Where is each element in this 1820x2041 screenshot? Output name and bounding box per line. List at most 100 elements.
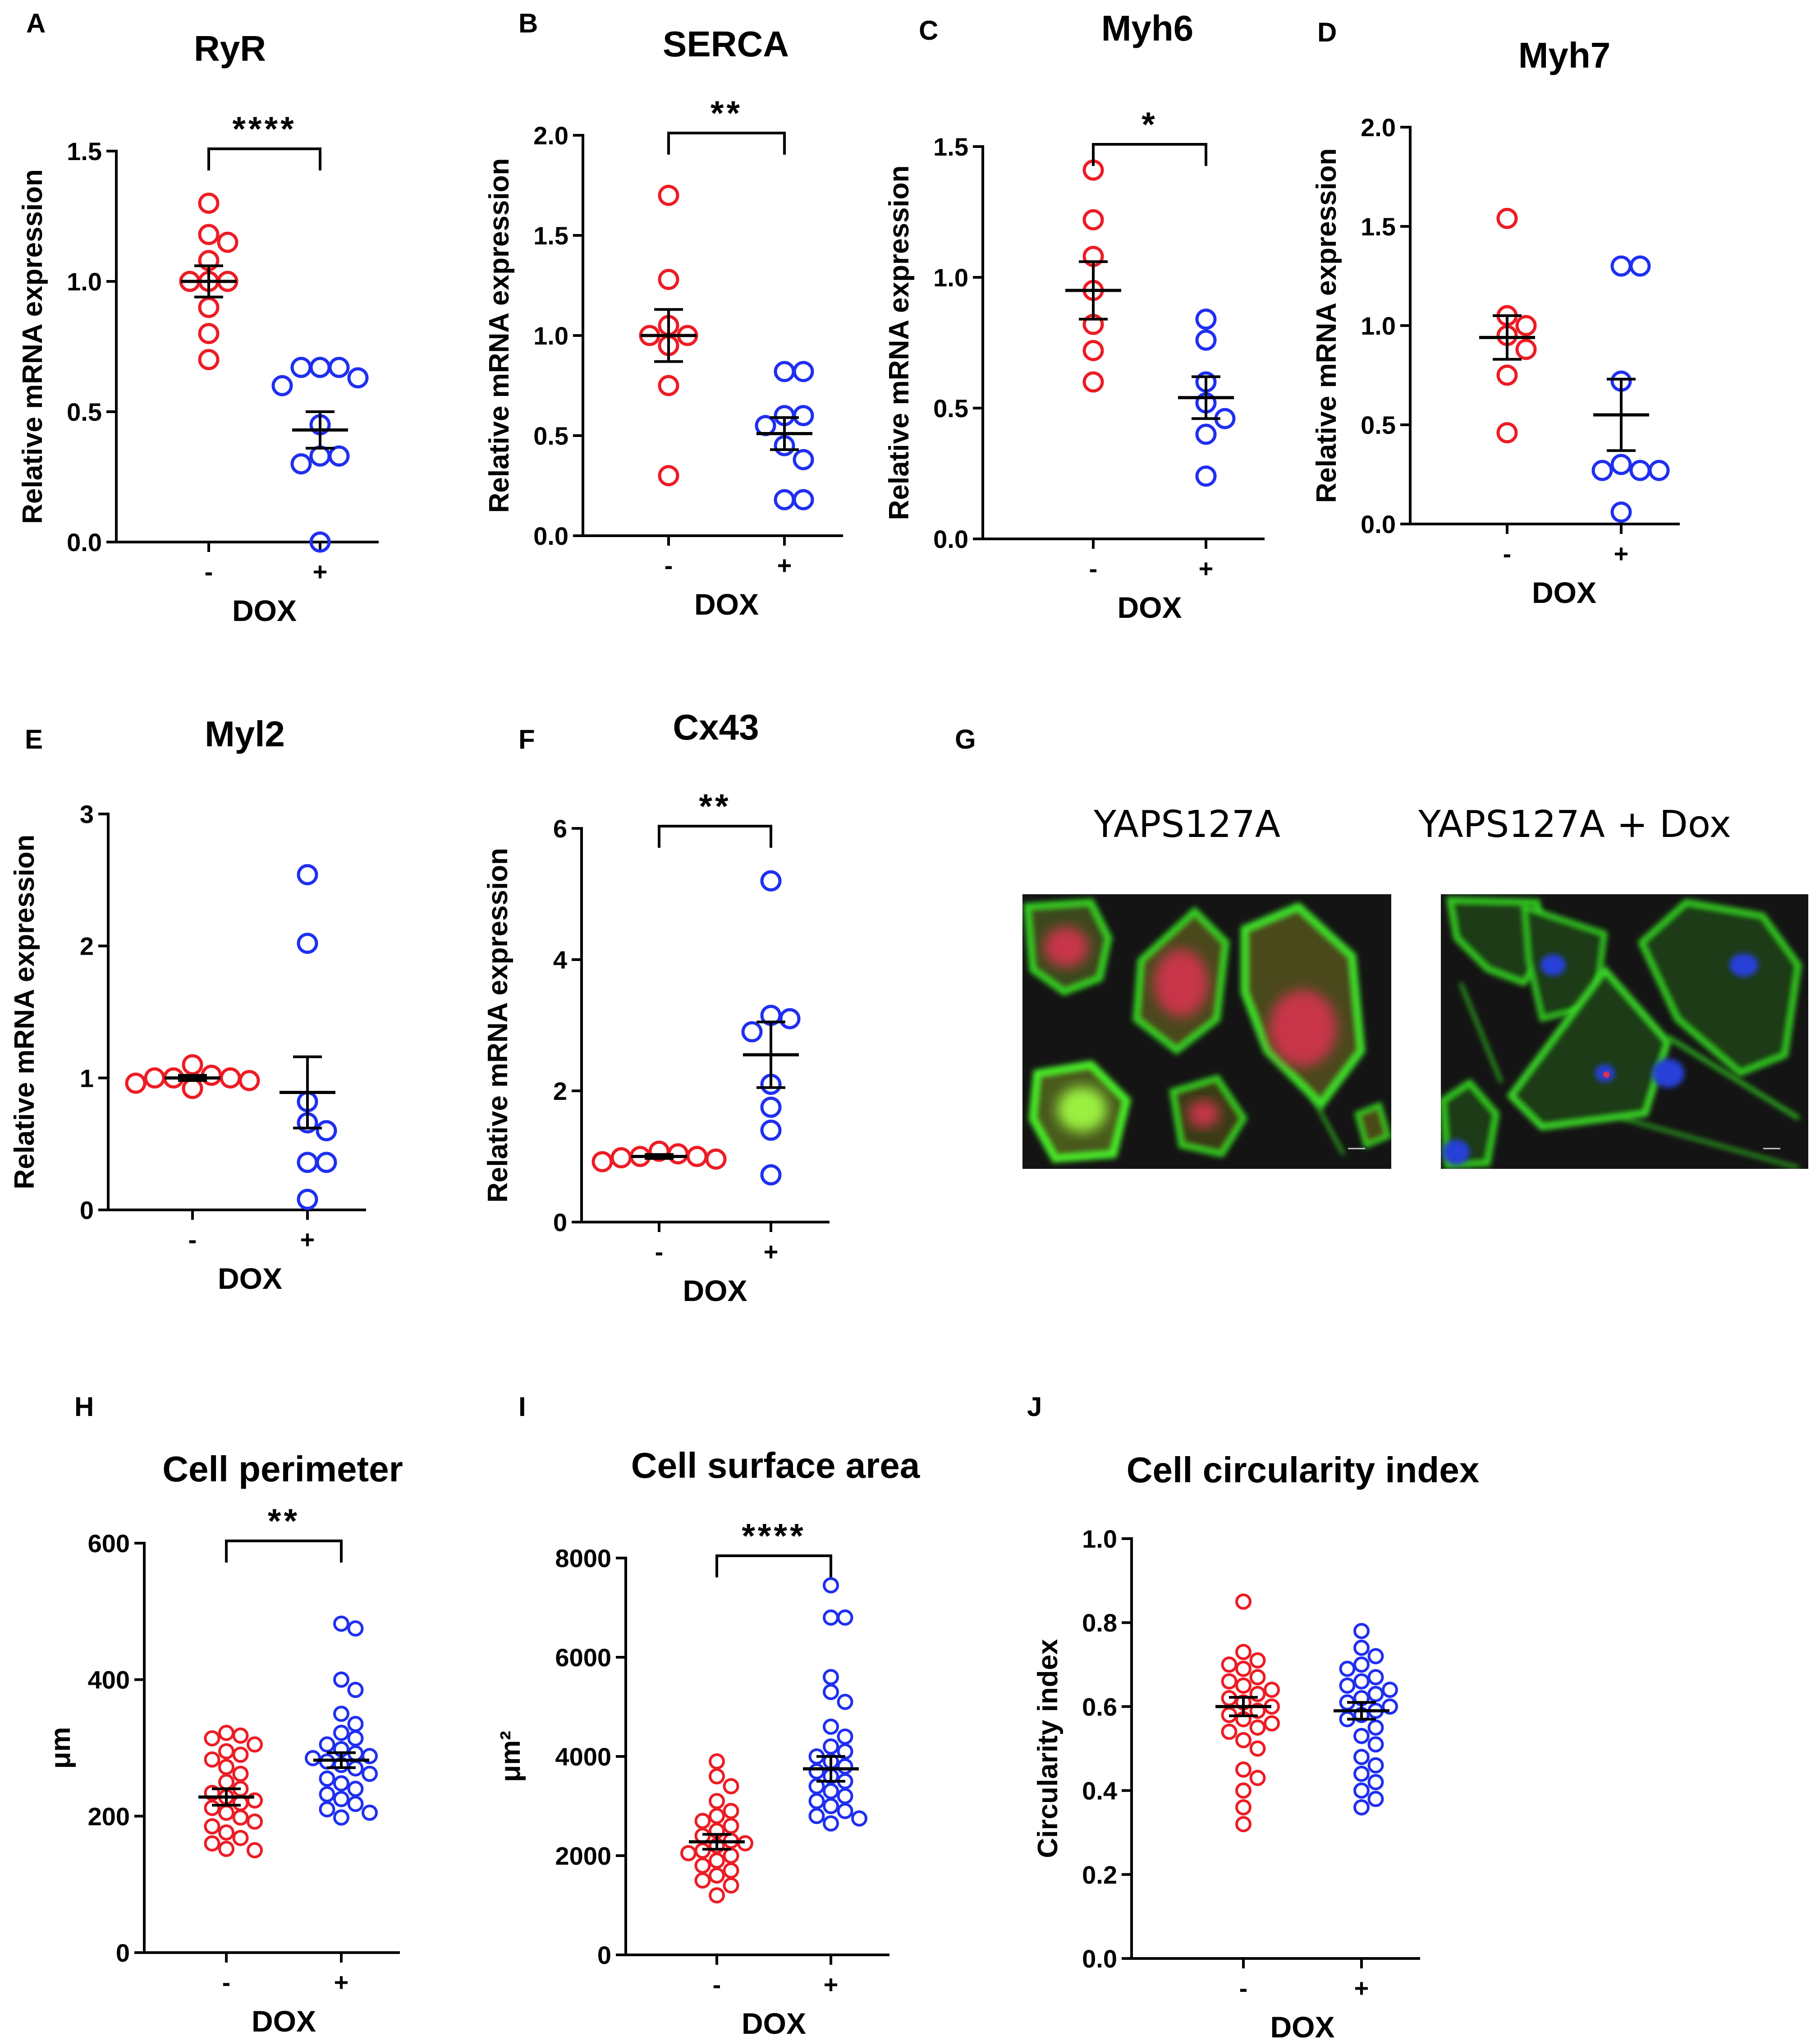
data-point — [1082, 371, 1104, 393]
data-point — [1221, 1724, 1238, 1740]
data-point — [1353, 1799, 1370, 1816]
data-point — [723, 1778, 739, 1794]
data-point — [837, 1758, 853, 1774]
micrograph-control — [1022, 894, 1391, 1169]
data-point — [1629, 460, 1651, 481]
data-point — [1382, 1682, 1398, 1698]
y-tick-label: 0.0 — [1082, 1944, 1117, 1973]
data-point — [723, 1862, 739, 1879]
data-point — [1610, 255, 1632, 277]
micrograph-dox — [1441, 894, 1808, 1169]
data-point — [218, 1759, 234, 1775]
x-tick-label: - — [1503, 539, 1512, 568]
data-point — [204, 1784, 220, 1801]
data-point — [1082, 209, 1104, 230]
cell-nucleus — [1188, 1100, 1219, 1127]
data-point — [1367, 1669, 1384, 1686]
data-point — [837, 1728, 853, 1745]
x-tick-label: + — [313, 557, 328, 586]
cell-filament — [1667, 1035, 1800, 1120]
x-tick-label: + — [777, 551, 792, 579]
cell-nucleus — [1443, 1140, 1470, 1165]
data-point — [709, 1808, 725, 1824]
data-point — [709, 1853, 725, 1869]
data-point — [793, 449, 814, 470]
x-axis-label: DOX — [232, 594, 297, 627]
data-point — [774, 489, 795, 510]
y-tick-label: 0.5 — [67, 398, 102, 426]
data-point — [1353, 1640, 1370, 1656]
data-point — [1367, 1791, 1384, 1807]
data-point — [723, 1803, 739, 1819]
chart-h: H Cell perimeter 0 200 400 600 μm - + DOX ** — [45, 1392, 403, 2038]
data-point — [823, 1815, 839, 1832]
data-point — [316, 1120, 337, 1141]
data-point — [218, 1774, 234, 1790]
y-tick-label: 0 — [597, 1941, 611, 1969]
data-point — [705, 1148, 727, 1170]
data-point — [232, 1747, 249, 1763]
chart-e: E Myl2 0 1 2 3 Relative mRNA expression - + DOX — [9, 714, 366, 1295]
data-point — [309, 357, 331, 378]
data-point — [247, 1813, 263, 1830]
x-tick-label: + — [824, 1970, 839, 1999]
y-tick-label: 200 — [88, 1802, 130, 1830]
data-point — [1515, 315, 1537, 336]
data-point — [333, 1705, 349, 1722]
data-point — [793, 405, 814, 427]
y-tick-label: 0.0 — [933, 525, 968, 553]
data-point — [1367, 1774, 1384, 1790]
data-point — [779, 1008, 801, 1030]
data-point — [774, 361, 795, 382]
y-tick-label: 2000 — [555, 1842, 611, 1870]
chart-title: Myh7 — [1518, 35, 1611, 75]
y-tick-label: 400 — [88, 1666, 130, 1694]
data-point — [1249, 1686, 1266, 1702]
data-point — [793, 361, 814, 382]
y-tick-label: 1.0 — [533, 322, 568, 350]
data-point — [333, 1791, 349, 1807]
y-tick-label: 0.6 — [1082, 1692, 1117, 1721]
significance-bracket — [207, 147, 321, 170]
data-point — [144, 1067, 165, 1089]
data-point — [1353, 1749, 1370, 1765]
data-point — [823, 1798, 839, 1814]
y-tick-label: 0.2 — [1082, 1861, 1117, 1889]
significance-label: ** — [711, 94, 743, 133]
panel-letter-h: H — [74, 1392, 94, 1422]
cell-nucleus — [1652, 1059, 1684, 1088]
data-point — [823, 1609, 839, 1626]
significance-label: **** — [742, 1517, 806, 1555]
data-point — [1082, 340, 1104, 361]
x-tick-label: + — [300, 1225, 315, 1254]
panel-letter-a: A — [26, 8, 46, 38]
nucleus-spot — [1603, 1071, 1609, 1078]
y-tick-label: 1 — [80, 1064, 94, 1092]
data-point — [319, 1786, 335, 1802]
chart-i: I Cell surface area 0 2000 4000 6000 8000 μm² - +… — [495, 1392, 920, 2040]
data-point — [333, 1615, 349, 1632]
y-tick-label: 4000 — [555, 1742, 611, 1771]
y-tick-label: 0.5 — [533, 422, 568, 450]
data-point — [658, 269, 679, 290]
data-point — [591, 1151, 613, 1172]
data-point — [204, 1835, 220, 1852]
chart-title: Myh6 — [1101, 8, 1194, 48]
data-point — [204, 1800, 220, 1816]
data-point — [793, 489, 814, 510]
data-point — [1629, 255, 1651, 277]
panel-letter-e: E — [25, 724, 43, 754]
data-point — [823, 1738, 839, 1755]
data-point — [333, 1809, 349, 1826]
x-tick-label: + — [1199, 554, 1214, 583]
data-point — [1221, 1656, 1238, 1673]
data-point — [694, 1813, 711, 1829]
y-tick-label: 6 — [553, 814, 567, 843]
chart-title: Cell surface area — [631, 1445, 920, 1485]
y-axis-label: Relative mRNA expression — [1311, 148, 1342, 503]
data-point — [823, 1577, 839, 1594]
data-point — [1367, 1736, 1384, 1753]
data-point — [1235, 1816, 1252, 1833]
chart-a: A RyR 0.0 0.5 1.0 1.5 Relative mRNA expression… — [17, 8, 379, 627]
data-point — [709, 1867, 725, 1884]
